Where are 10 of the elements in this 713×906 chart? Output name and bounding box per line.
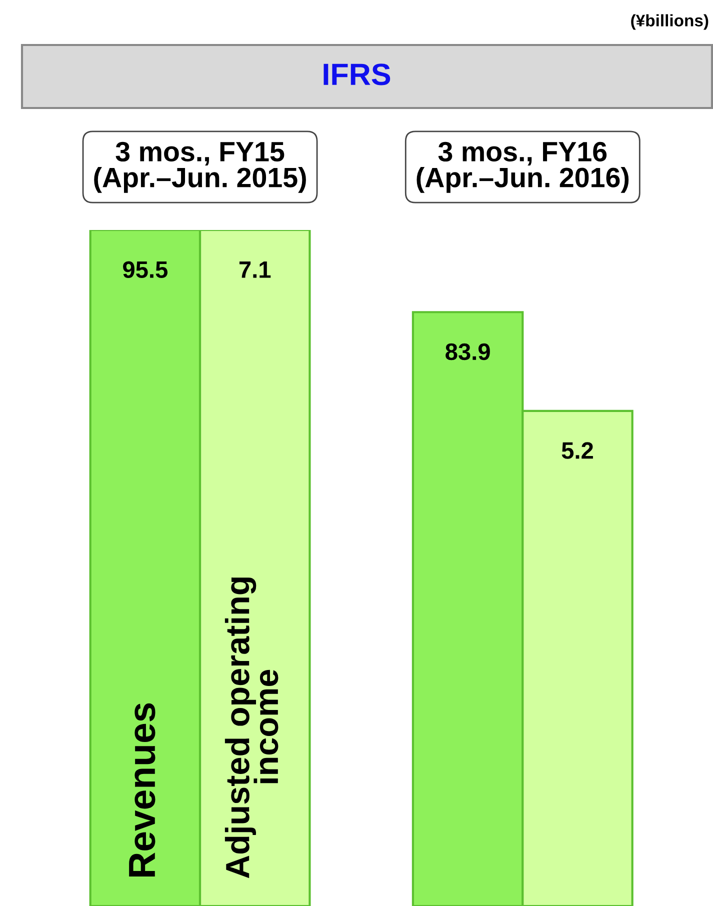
chart-title: IFRS: [324, 64, 390, 86]
x-tick-label: 3 mos., FY15 (Apr.–Jun. 2015): [94, 142, 306, 193]
data-label: 83.9: [446, 343, 490, 360]
data-label: 7.1: [239, 262, 271, 278]
series-label: Revenues: [129, 703, 156, 876]
data-label: 5.2: [562, 442, 593, 459]
series-label: Adjusted operating income: [224, 577, 278, 878]
data-label: 95.5: [123, 261, 168, 278]
text: (¥billions): [631, 14, 708, 30]
x-tick-label: 3 mos., FY16 (Apr.–Jun. 2016): [416, 142, 629, 193]
